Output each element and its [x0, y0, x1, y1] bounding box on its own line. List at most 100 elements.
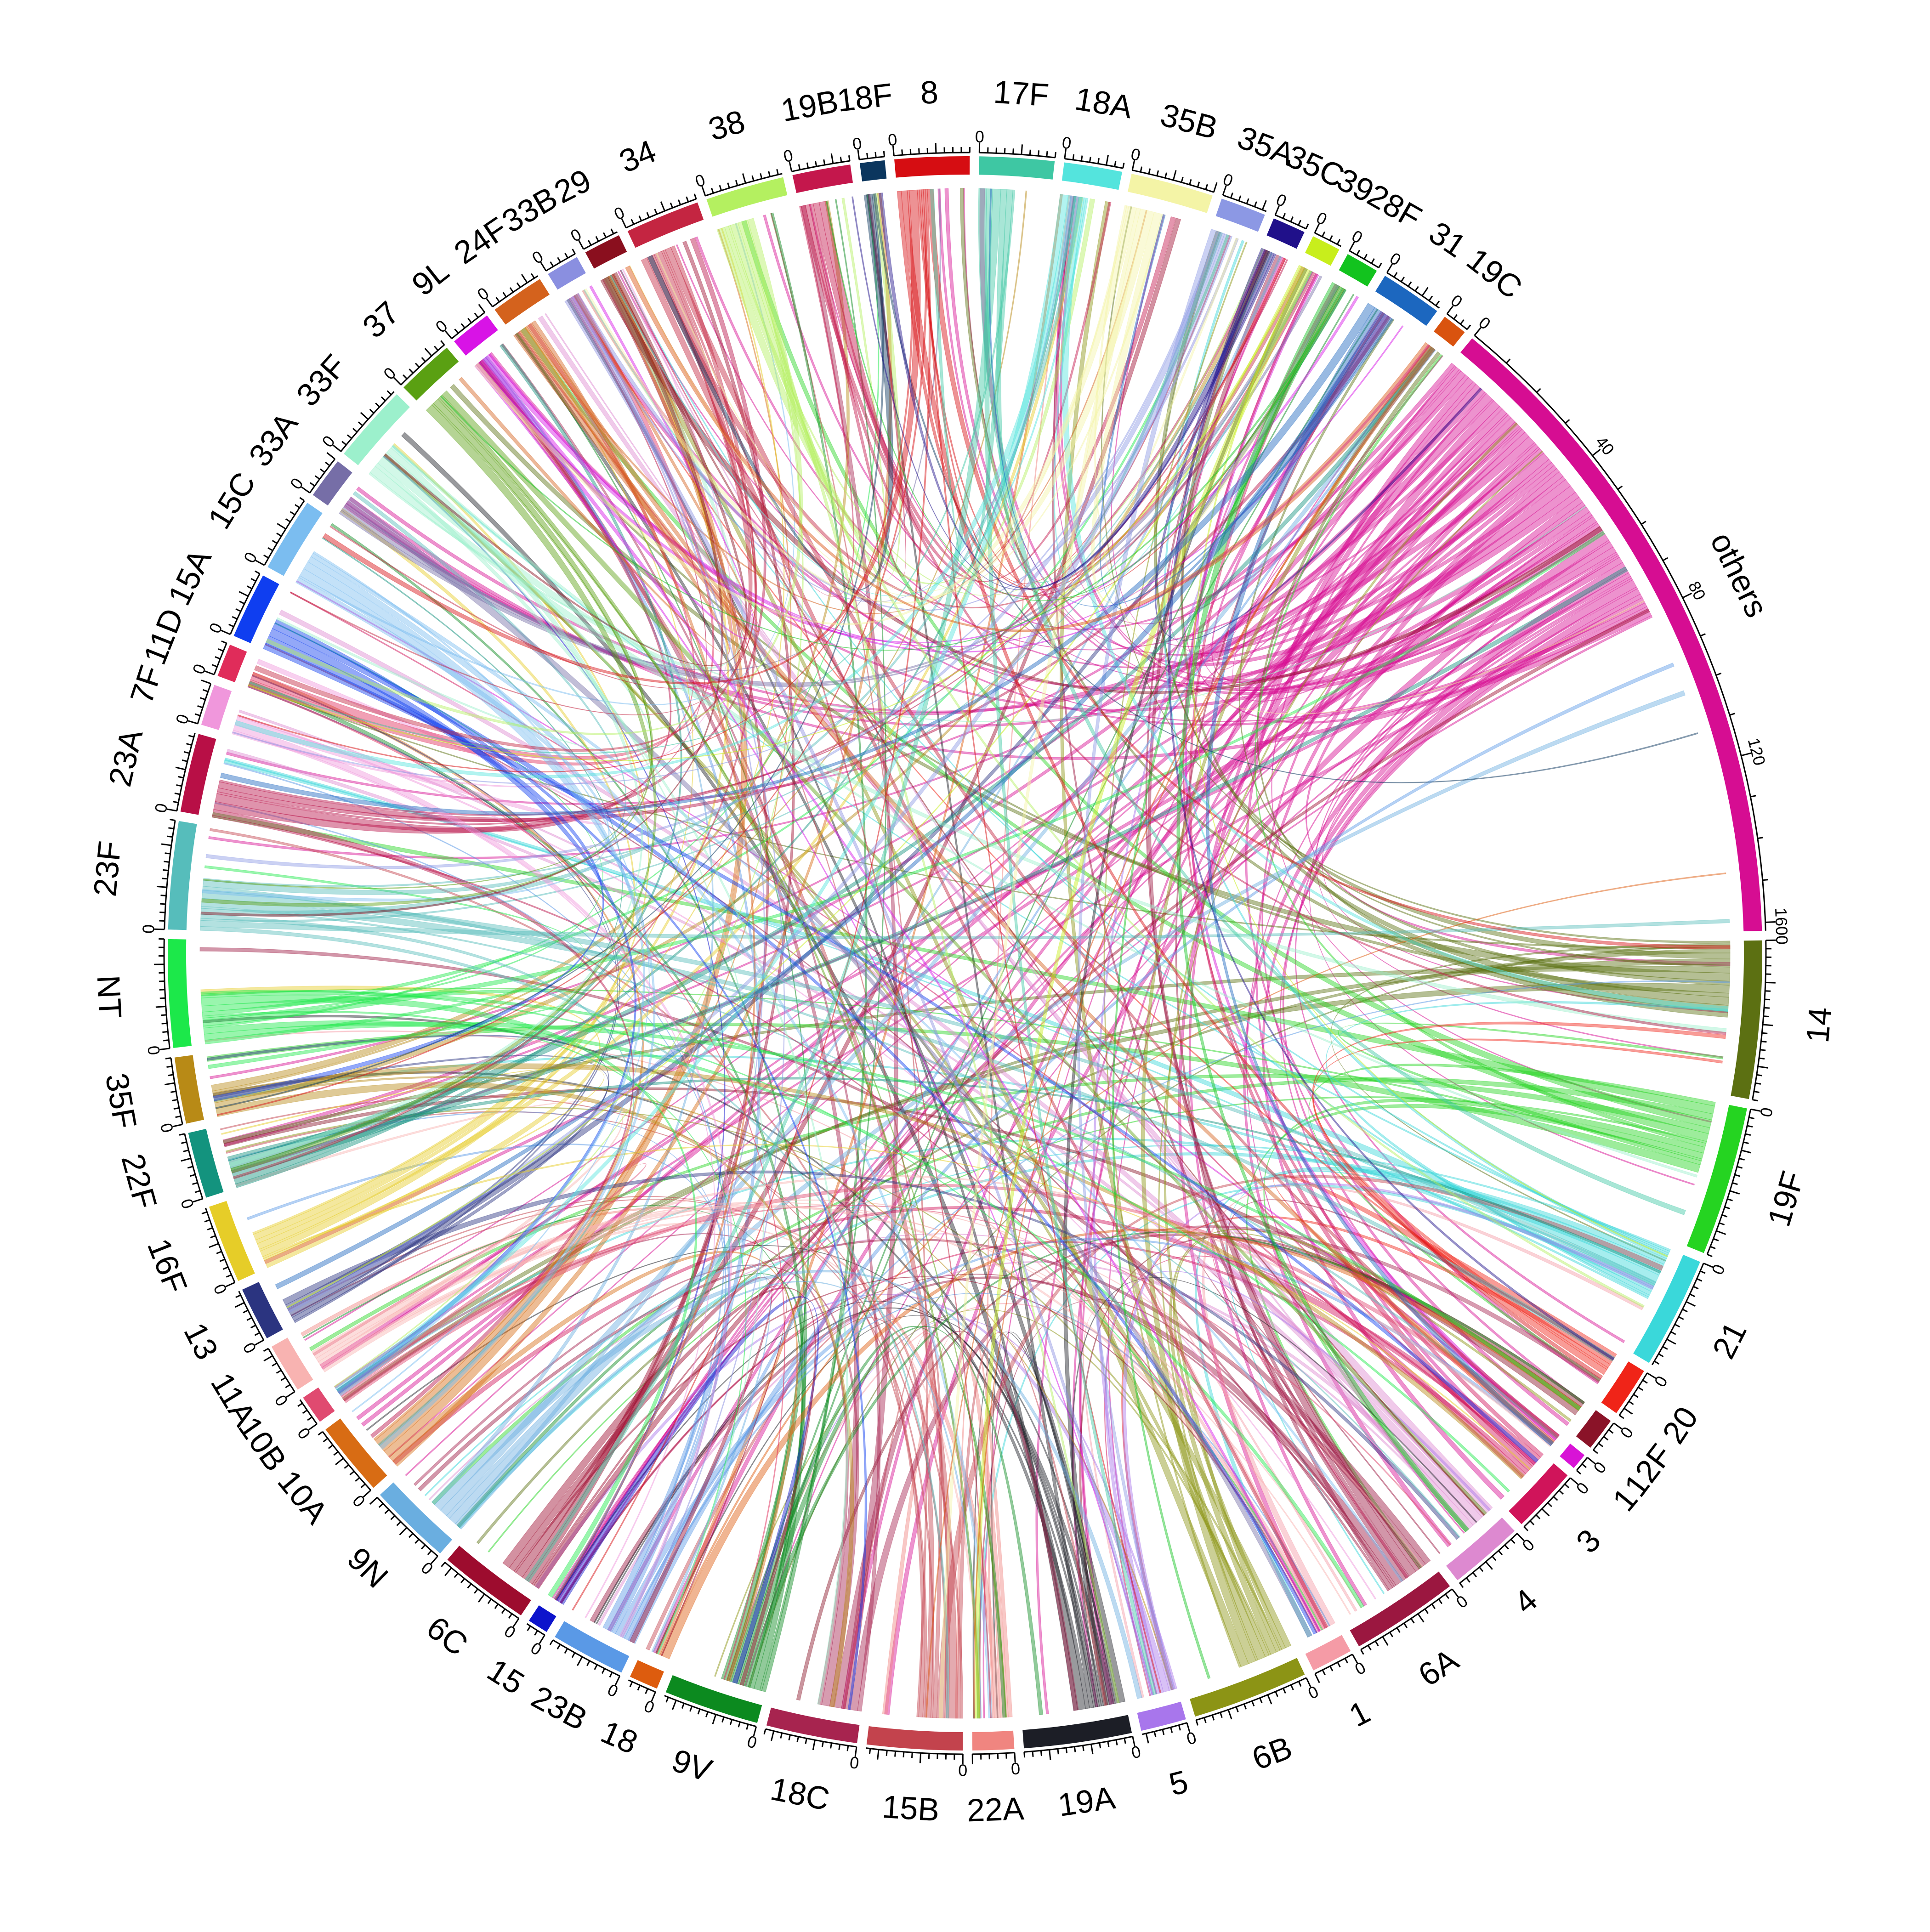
axis-tick — [236, 609, 241, 611]
axis-tick — [1322, 232, 1324, 237]
sector-1: 0 — [1560, 1444, 1610, 1477]
axis-tick — [409, 369, 413, 373]
axis-tick — [210, 1236, 216, 1238]
axis-tick — [831, 1743, 832, 1749]
axis-tick — [528, 1626, 531, 1631]
axis-tick — [849, 155, 850, 161]
axis-tick — [752, 176, 754, 181]
axis-tick — [212, 665, 217, 667]
axis-tick — [764, 1729, 766, 1734]
axis-tick — [807, 163, 808, 168]
axis-tick — [867, 153, 868, 159]
axis-tick — [1667, 1339, 1675, 1344]
sector-label: 31 — [1423, 215, 1472, 264]
tick-label: 0 — [568, 225, 585, 246]
axis-tick — [474, 1589, 477, 1593]
axis-tick — [587, 1661, 590, 1666]
axis-tick — [220, 1259, 225, 1262]
tick-label: 0 — [851, 134, 863, 153]
axis-tick — [182, 760, 187, 761]
axis-tick — [919, 148, 920, 154]
axis-tick — [1196, 1720, 1198, 1725]
axis-tick — [694, 194, 696, 199]
axis-tick — [1190, 179, 1191, 185]
axis-tick — [355, 1478, 359, 1481]
sector-arc — [454, 315, 498, 355]
axis-tick — [1083, 1745, 1084, 1751]
sector-15a: 0 — [205, 571, 279, 643]
sector-12f: 0 — [1576, 1410, 1637, 1453]
axis-tick — [1368, 1645, 1371, 1650]
sector-label: 18A — [1073, 80, 1135, 125]
tick-label: 0 — [177, 1196, 198, 1211]
axis-tick — [706, 1712, 708, 1717]
tick-label: 0 — [529, 247, 547, 267]
axis-tick — [335, 1458, 343, 1465]
sector-label: 4 — [1507, 1582, 1544, 1620]
axis-tick — [672, 1700, 676, 1710]
axis-tick — [468, 318, 471, 323]
sector-arc — [313, 461, 352, 505]
axis-tick — [557, 1644, 560, 1649]
axis-tick — [264, 1356, 272, 1361]
axis-tick — [173, 802, 178, 803]
axis-tick — [769, 171, 770, 177]
sector-35f: 0 — [157, 1055, 204, 1134]
axis-tick — [175, 793, 180, 794]
axis-tick — [223, 1267, 228, 1269]
axis-tick — [878, 1750, 879, 1760]
axis-tick — [1198, 182, 1199, 187]
sector-39: 0 — [1305, 208, 1341, 266]
axis-tick — [239, 592, 248, 596]
axis-tick — [678, 200, 680, 205]
axis-tick — [295, 504, 300, 508]
axis-tick — [611, 229, 613, 234]
axis-tick — [361, 1484, 365, 1488]
sector-33a: 0 — [286, 453, 352, 505]
axis-tick — [1291, 1685, 1293, 1690]
axis-tick — [229, 624, 234, 627]
tick-label: 0 — [474, 283, 492, 304]
axis-tick — [1436, 301, 1439, 306]
sector-arc — [972, 1731, 1015, 1751]
axis-tick — [1081, 156, 1082, 161]
sector-label: 5 — [1165, 1763, 1192, 1802]
sector-8: 0 — [887, 130, 970, 178]
axis-tick — [232, 617, 237, 619]
axis-tick — [1055, 152, 1056, 158]
sector-label: 33F — [290, 348, 353, 413]
axis-tick — [161, 844, 171, 845]
axis-tick — [1123, 163, 1124, 168]
axis-tick — [1179, 1725, 1180, 1731]
axis-tick — [1422, 288, 1428, 296]
sector-label: 23A — [102, 726, 149, 790]
axis-tick — [422, 357, 426, 362]
sector-arc — [630, 1660, 664, 1688]
tick-label: 0 — [745, 1732, 759, 1752]
axis-tick — [277, 533, 281, 536]
axis-tick — [1624, 1408, 1632, 1414]
axis-tick — [797, 1737, 798, 1742]
sector-arc — [168, 939, 192, 1048]
axis-tick — [1149, 169, 1150, 174]
axis-tick — [1214, 182, 1217, 192]
sector-19a: 0 — [1022, 1715, 1142, 1762]
sector-arc — [209, 1201, 255, 1281]
axis-tick — [461, 1579, 464, 1583]
sector-arc — [1306, 1635, 1351, 1671]
axis-tick — [1759, 1058, 1765, 1059]
axis-tick — [239, 601, 244, 604]
axis-tick — [572, 1653, 575, 1657]
tick-label: 0 — [239, 1339, 260, 1356]
axis-tick — [1108, 1741, 1109, 1747]
axis-tick — [1244, 1704, 1246, 1709]
axis-tick — [195, 714, 200, 716]
axis-tick — [334, 1452, 338, 1455]
axis-tick — [345, 1465, 349, 1468]
axis-tick — [183, 1150, 189, 1151]
axis-tick — [927, 148, 928, 153]
axis-tick — [1091, 1744, 1093, 1754]
axis-tick — [1725, 1207, 1730, 1209]
axis-tick — [300, 498, 304, 501]
tick-label: 0 — [151, 802, 171, 814]
